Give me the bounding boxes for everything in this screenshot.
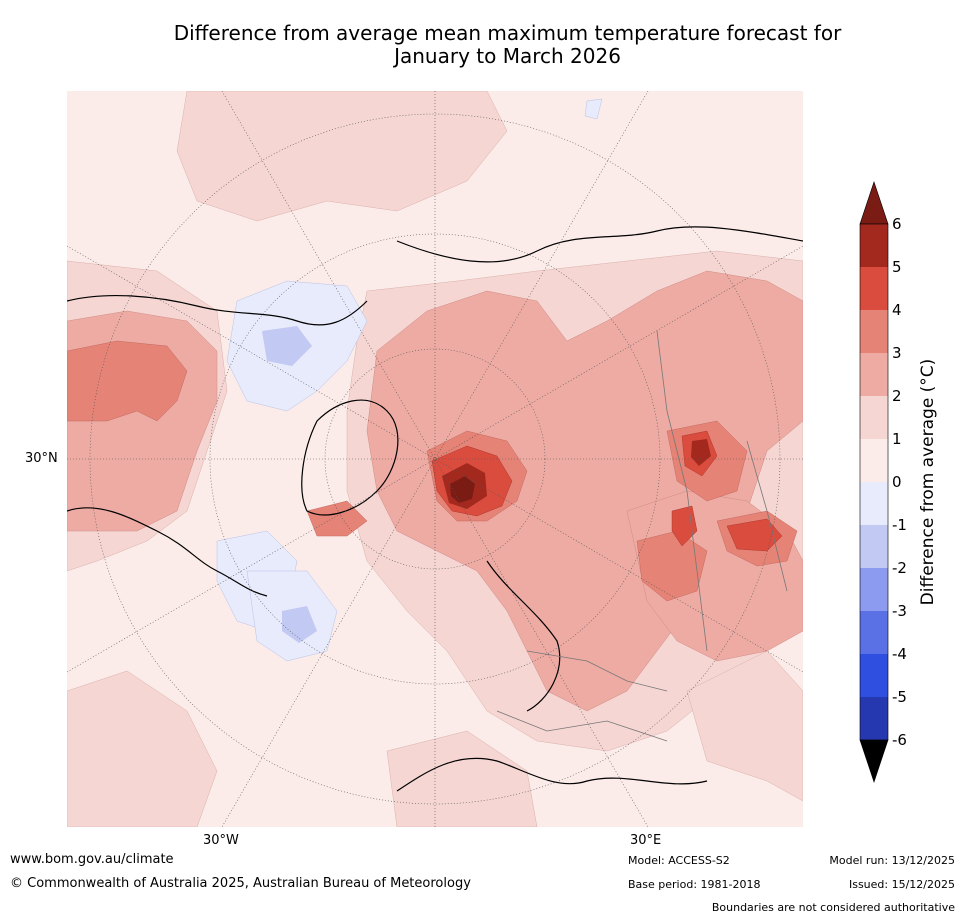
map-title-line2: January to March 2026 bbox=[394, 44, 621, 68]
graticule bbox=[67, 91, 803, 827]
colorbar-tick-label: -6 bbox=[892, 731, 907, 749]
colorbar-legend: 6 5 4 3 2 1 0 -1 -2 -3 -4 -5 -6 Difference from avera… bbox=[859, 181, 938, 783]
footer-base-period: Base period: 1981-2018 bbox=[628, 878, 761, 891]
footer-disclaimer: Boundaries are not considered authoritat… bbox=[711, 901, 955, 914]
footer-issued: Issued: 15/12/2025 bbox=[848, 878, 955, 891]
temperature-anomaly-map bbox=[67, 91, 803, 827]
colorbar-swatch-1_to_2 bbox=[860, 396, 888, 439]
colorbar-extend-below bbox=[859, 739, 889, 783]
colorbar-label: Difference from average (°C) bbox=[918, 359, 938, 606]
lon-label-30e: 30°E bbox=[630, 833, 662, 848]
colorbar-tick-label: 3 bbox=[892, 344, 902, 362]
lon-label-30w: 30°W bbox=[203, 833, 239, 848]
colorbar-swatch-m1_to_0 bbox=[860, 482, 888, 525]
footer-model-run: Model run: 13/12/2025 bbox=[829, 854, 955, 867]
colorbar-tick-label: -3 bbox=[892, 602, 907, 620]
colorbar-swatch-2_to_3 bbox=[860, 353, 888, 396]
colorbar-frame bbox=[859, 223, 889, 741]
colorbar-swatch-0_to_1 bbox=[860, 439, 888, 482]
colorbar-tick-label: -5 bbox=[892, 688, 907, 706]
footer-website: www.bom.gov.au/climate bbox=[10, 852, 174, 867]
colorbar-swatch-m2_to_m1 bbox=[860, 525, 888, 568]
colorbar-tick-label: 6 bbox=[892, 215, 902, 233]
footer-copyright: © Commonwealth of Australia 2025, Austra… bbox=[10, 876, 471, 891]
colorbar-swatch-3_to_4 bbox=[860, 310, 888, 353]
colorbar-tick-label: -4 bbox=[892, 645, 907, 663]
colorbar-swatch-m6_to_m5 bbox=[860, 697, 888, 740]
colorbar-swatch-4_to_5 bbox=[860, 267, 888, 310]
colorbar-tick-label: 4 bbox=[892, 301, 902, 319]
country-borders bbox=[496, 330, 788, 742]
colorbar-extend-above bbox=[859, 181, 889, 225]
colorbar-tick-label: 5 bbox=[892, 258, 902, 276]
coastlines bbox=[67, 226, 803, 792]
colorbar-tick-label: -2 bbox=[892, 559, 907, 577]
map-title: Difference from average mean maximum tem… bbox=[60, 22, 955, 68]
map-title-line1: Difference from average mean maximum tem… bbox=[173, 21, 842, 45]
colorbar-tick-label: -1 bbox=[892, 516, 907, 534]
lat-label-30n: 30°N bbox=[25, 451, 58, 466]
colorbar-swatch-m5_to_m4 bbox=[860, 654, 888, 697]
colorbar-tick-label: 1 bbox=[892, 430, 902, 448]
colorbar-swatch-m4_to_m3 bbox=[860, 611, 888, 654]
anomaly-band-minus2-to-minus1 bbox=[262, 326, 317, 643]
colorbar-tick-label: 2 bbox=[892, 387, 902, 405]
colorbar-tick-label: 0 bbox=[892, 473, 902, 491]
footer-model: Model: ACCESS-S2 bbox=[628, 854, 730, 867]
colorbar-swatch-5_to_6 bbox=[860, 224, 888, 267]
colorbar-swatch-m3_to_m2 bbox=[860, 568, 888, 611]
